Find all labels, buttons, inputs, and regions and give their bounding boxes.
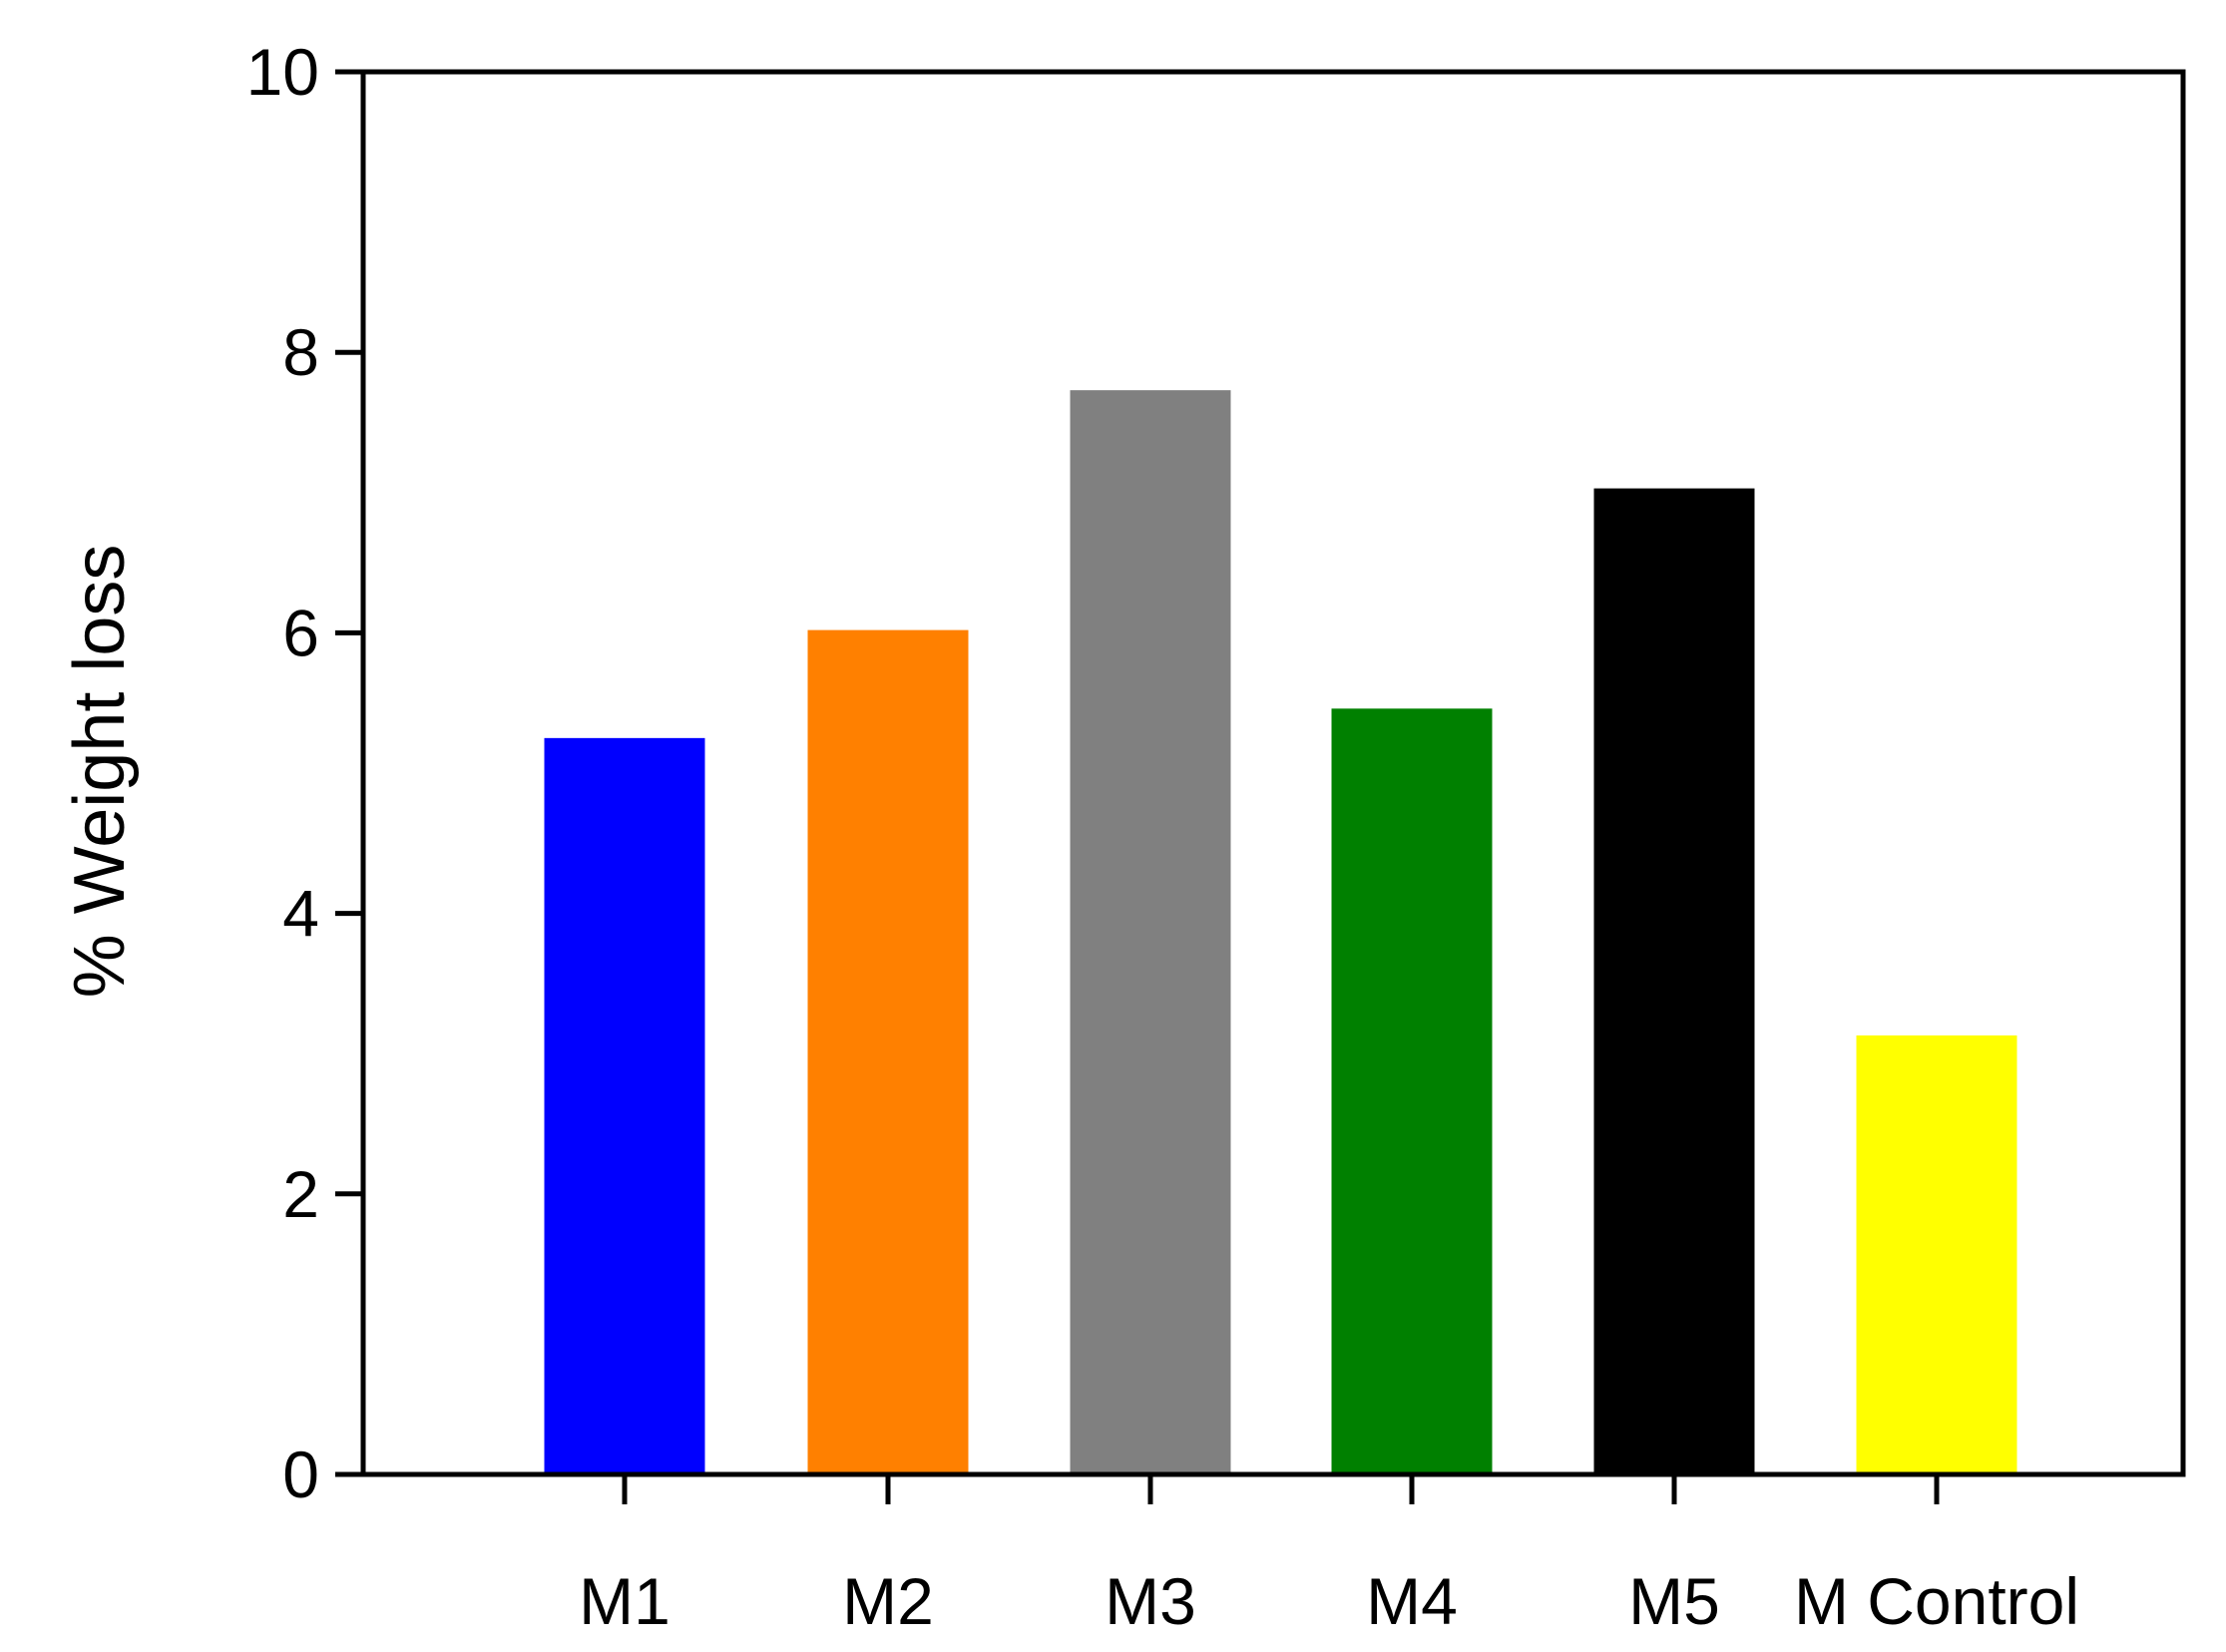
bar-m-control [1856,1034,2017,1474]
y-axis-title: % Weight loss [60,545,140,999]
x-tick-label-m1: M1 [579,1564,670,1638]
y-axis-ticks [335,69,363,1477]
x-tick-label-m3: M3 [1105,1564,1196,1638]
x-tick-label-m4: M4 [1366,1564,1458,1638]
x-tick-label-m2: M2 [842,1564,934,1638]
y-tick-label-2: 4 [282,877,319,951]
bar-m4 [1331,708,1493,1474]
bar-m5 [1593,488,1755,1474]
y-tick-label-0: 0 [282,1438,319,1511]
y-axis-tick-labels: 0 2 4 6 8 10 [246,35,319,1511]
x-tick-label-m-control: M Control [1794,1564,2079,1638]
bars-group [544,390,2017,1474]
plot-frame [360,69,2186,1477]
x-axis-ticks [622,1474,1940,1504]
bar-m3 [1070,390,1231,1474]
y-tick-label-1: 2 [282,1157,319,1231]
y-tick-label-5: 10 [246,35,319,109]
y-tick-label-4: 8 [282,315,319,389]
bar-m1 [544,737,705,1474]
x-tick-label-m5: M5 [1628,1564,1720,1638]
x-axis-tick-labels: M1 M2 M3 M4 M5 M Control [579,1564,2079,1638]
y-tick-label-3: 6 [282,596,319,669]
bar-m2 [807,629,969,1474]
